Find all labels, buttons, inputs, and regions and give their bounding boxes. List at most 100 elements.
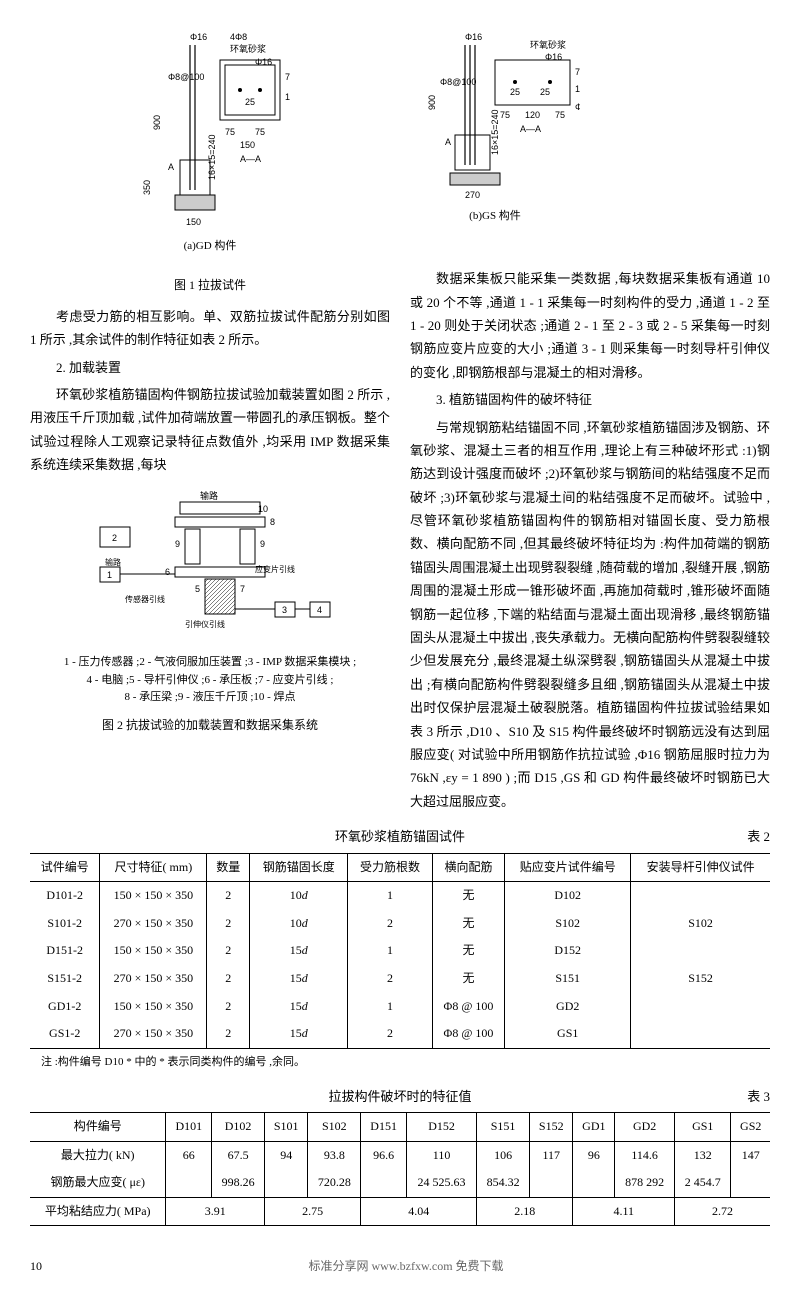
- table-row: 平均粘结应力( MPa)3.912.754.042.184.112.72: [30, 1197, 770, 1226]
- fig1-caption: 图 1 拉拔试件: [30, 275, 390, 297]
- svg-text:75: 75: [555, 110, 565, 120]
- section-2-title: 2. 加载装置: [30, 356, 390, 379]
- page-number: 10: [30, 1256, 42, 1278]
- table-header: S101: [265, 1112, 308, 1141]
- svg-text:环氧砂浆: 环氧砂浆: [230, 43, 266, 54]
- footer-text: 标准分享网 www.bzfxw.com 免费下载: [42, 1256, 770, 1278]
- svg-text:150: 150: [575, 84, 580, 94]
- table-row: GS1-2270 × 150 × 350215d2Φ8 @ 100GS1: [30, 1020, 770, 1048]
- table-row: D151-2150 × 150 × 350215d1无D152: [30, 937, 770, 965]
- section-3-title: 3. 植筋锚固构件的破坏特征: [410, 388, 770, 411]
- svg-text:输路: 输路: [200, 490, 218, 501]
- table2-title: 环氧砂浆植筋锚固试件 表 2: [30, 825, 770, 848]
- svg-text:120: 120: [525, 110, 540, 120]
- svg-text:A: A: [168, 162, 174, 172]
- page-footer: 10 标准分享网 www.bzfxw.com 免费下载: [30, 1256, 770, 1278]
- table-header: D152: [406, 1112, 476, 1141]
- fig2-caption: 图 2 抗拔试验的加载装置和数据采集系统: [30, 715, 390, 737]
- right-paragraph-1: 数据采集板只能采集一类数据 ,每块数据采集板有通道 10 或 20 个不等 ,通…: [410, 267, 770, 384]
- svg-text:75: 75: [575, 67, 580, 77]
- table-header: GD2: [615, 1112, 675, 1141]
- table-header: 受力筋根数: [348, 853, 432, 882]
- table-row: S101-2270 × 150 × 350210d2无S102S102: [30, 910, 770, 938]
- svg-text:25: 25: [510, 87, 520, 97]
- svg-text:75: 75: [225, 127, 235, 137]
- svg-text:4: 4: [317, 605, 322, 615]
- svg-text:9: 9: [175, 539, 180, 549]
- fig1-gs-svg: Φ16 环氧砂浆 Φ16 25 25 Φ8@100 900 75 150: [410, 30, 580, 200]
- table3-title: 拉拔构件破坏时的特征值 表 3: [30, 1085, 770, 1108]
- svg-text:5: 5: [195, 584, 200, 594]
- table-header: D101: [166, 1112, 212, 1141]
- svg-text:传感器引线: 传感器引线: [125, 594, 165, 604]
- svg-text:150: 150: [240, 140, 255, 150]
- svg-text:3: 3: [282, 605, 287, 615]
- table-row: S151-2270 × 150 × 350215d2无S151S152: [30, 965, 770, 993]
- svg-text:Φ8@100: Φ8@100: [168, 72, 204, 82]
- svg-text:75: 75: [500, 110, 510, 120]
- table-header: D151: [361, 1112, 407, 1141]
- svg-text:Φ16: Φ16: [465, 32, 482, 42]
- table-header: D102: [212, 1112, 265, 1141]
- figure-2: 输路 10 8 9 9 6 5 7 2 1 输路: [30, 487, 390, 644]
- svg-text:16×15=240: 16×15=240: [207, 134, 217, 180]
- svg-text:10: 10: [258, 504, 268, 514]
- svg-text:引伸仪引线: 引伸仪引线: [185, 619, 225, 629]
- svg-text:A—A: A—A: [240, 154, 261, 164]
- table-header: 尺寸特征( mm): [100, 853, 207, 882]
- table-row: GD1-2150 × 150 × 350215d1Φ8 @ 100GD2: [30, 993, 770, 1021]
- svg-text:25: 25: [245, 97, 255, 107]
- fig2-legend: 1 - 压力传感器 ;2 - 气液伺服加压装置 ;3 - IMP 数据采集模块 …: [30, 654, 390, 707]
- svg-text:A—A: A—A: [520, 124, 541, 134]
- table-row: D101-2150 × 150 × 350210d1无D102: [30, 882, 770, 910]
- table-row: 最大拉力( kN)6667.59493.896.611010611796114.…: [30, 1141, 770, 1169]
- table-header: 贴应变片试件编号: [505, 853, 631, 882]
- table-header: 数量: [207, 853, 250, 882]
- svg-text:900: 900: [152, 115, 162, 130]
- svg-text:环氧砂浆: 环氧砂浆: [530, 39, 566, 50]
- table-header: S151: [477, 1112, 530, 1141]
- svg-text:Φ8@100: Φ8@100: [440, 77, 476, 87]
- svg-text:75: 75: [285, 72, 290, 82]
- svg-text:Φ8: Φ8: [575, 102, 580, 112]
- left-paragraph-1: 考虑受力筋的相互影响。单、双筋拉拔试件配筋分别如图 1 所示 ,其余试件的制作特…: [30, 305, 390, 352]
- figure-1: Φ16 4Φ8 环氧砂浆 Φ16 25 Φ8@100 900 75 150: [30, 30, 390, 257]
- svg-text:150: 150: [285, 92, 290, 102]
- fig1-gd-svg: Φ16 4Φ8 环氧砂浆 Φ16 25 Φ8@100 900 75 150: [130, 30, 290, 230]
- table-header: GD1: [573, 1112, 615, 1141]
- table2-note: 注 :构件编号 D10 * 中的 * 表示同类构件的编号 ,余同。: [30, 1053, 770, 1073]
- table-2: 试件编号尺寸特征( mm)数量钢筋锚固长度受力筋根数横向配筋贴应变片试件编号安装…: [30, 853, 770, 1049]
- svg-text:9: 9: [260, 539, 265, 549]
- svg-text:4Φ8: 4Φ8: [230, 32, 247, 42]
- svg-text:A: A: [445, 137, 451, 147]
- svg-text:6: 6: [165, 567, 170, 577]
- svg-text:8: 8: [270, 517, 275, 527]
- table-header: 安装导杆引伸仪试件: [631, 853, 770, 882]
- table-header: 试件编号: [30, 853, 100, 882]
- svg-text:1: 1: [107, 570, 112, 580]
- svg-text:270: 270: [465, 190, 480, 200]
- svg-text:150: 150: [186, 217, 201, 227]
- svg-text:Φ16: Φ16: [190, 32, 207, 42]
- table-header: S152: [530, 1112, 573, 1141]
- right-paragraph-2: 与常规钢筋粘结锚固不同 ,环氧砂浆植筋锚固涉及钢筋、环氧砂浆、混凝土三者的相互作…: [410, 416, 770, 814]
- svg-text:输路: 输路: [105, 557, 121, 567]
- svg-text:应变片引线: 应变片引线: [255, 564, 295, 574]
- svg-text:16×15=240: 16×15=240: [490, 109, 500, 155]
- fig1-sub-a: (a)GD 构件: [130, 237, 290, 257]
- svg-text:900: 900: [427, 95, 437, 110]
- table-3: 构件编号D101D102S101S102D151D152S151S152GD1G…: [30, 1112, 770, 1226]
- table-header: 横向配筋: [432, 853, 505, 882]
- svg-text:75: 75: [255, 127, 265, 137]
- left-paragraph-2: 环氧砂浆植筋锚固构件钢筋拉拔试验加载装置如图 2 所示 ,用液压千斤顶加载 ,试…: [30, 383, 390, 477]
- table-row: 钢筋最大应变( με)998.26720.2824 525.63854.3287…: [30, 1169, 770, 1197]
- svg-text:7: 7: [240, 584, 245, 594]
- table-header: S102: [308, 1112, 361, 1141]
- svg-text:350: 350: [142, 180, 152, 195]
- svg-text:2: 2: [112, 533, 117, 543]
- table-header: GS2: [731, 1112, 770, 1141]
- table-header: GS1: [675, 1112, 731, 1141]
- svg-text:25: 25: [540, 87, 550, 97]
- table-header: 钢筋锚固长度: [250, 853, 348, 882]
- table-header: 构件编号: [30, 1112, 166, 1141]
